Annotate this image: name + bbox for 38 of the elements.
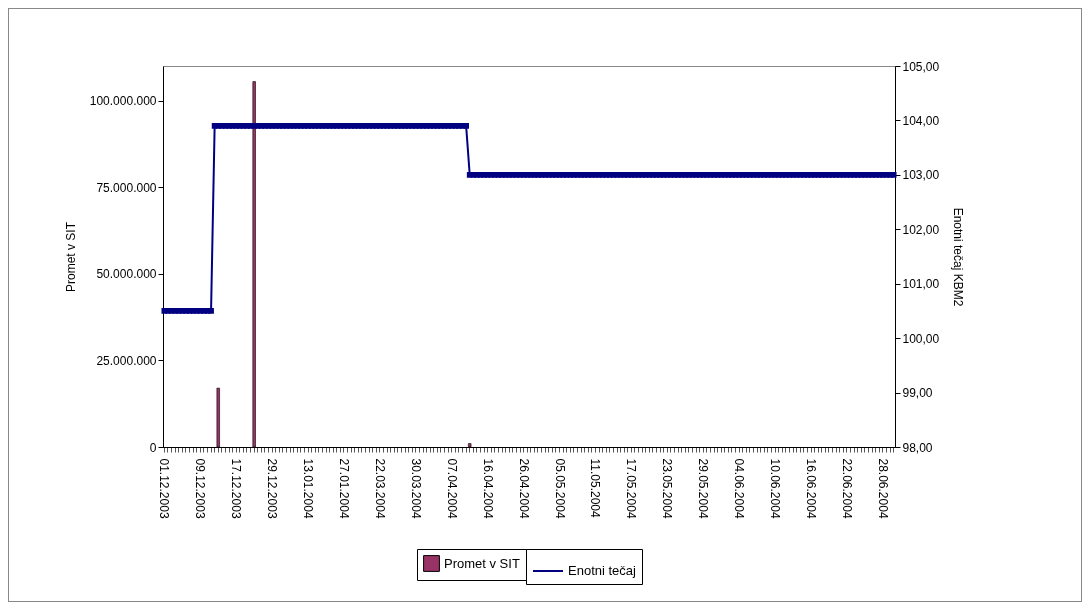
x-tick-label: 26.04.2004 xyxy=(516,458,531,519)
x-tick-label: 27.01.2004 xyxy=(336,458,351,519)
x-tick-label: 09.12.2003 xyxy=(193,458,208,519)
y-tick-label: 50.000.000 xyxy=(96,267,157,282)
x-tick-label: 10.06.2004 xyxy=(768,458,783,519)
x-tick-label: 29.05.2004 xyxy=(696,458,711,519)
y2-tick-label: 101,00 xyxy=(902,277,940,292)
x-tick-label: 16.06.2004 xyxy=(804,458,819,519)
legend-label: Enotni tečaj xyxy=(568,563,637,578)
x-tick-label: 16.04.2004 xyxy=(480,458,495,519)
x-tick-label: 13.01.2004 xyxy=(301,458,316,519)
x-tick-label: 29.12.2003 xyxy=(265,458,280,519)
x-tick-label: 01.12.2003 xyxy=(157,458,172,519)
x-tick-label: 17.05.2004 xyxy=(624,458,639,519)
y2-tick-label: 102,00 xyxy=(902,222,940,237)
x-tick-label: 17.12.2003 xyxy=(229,458,244,519)
y-tick-label: 0 xyxy=(149,440,157,455)
x-tick-label: 22.03.2004 xyxy=(372,458,387,519)
y2-tick-label: 103,00 xyxy=(902,168,940,183)
y2-tick-label: 100,00 xyxy=(902,331,940,346)
y-tick-label: 25.000.000 xyxy=(96,353,157,368)
x-tick-label: 04.06.2004 xyxy=(732,458,747,519)
y2-tick-label: 98,00 xyxy=(902,440,933,455)
x-tick-label: 11.05.2004 xyxy=(588,458,603,518)
x-tick-label: 23.05.2004 xyxy=(660,458,675,519)
x-tick-label: 07.04.2004 xyxy=(444,458,459,519)
y-tick-label: 100.000.000 xyxy=(89,94,157,109)
legend-label: Promet v SIT xyxy=(444,555,520,571)
y2-tick-label: 99,00 xyxy=(902,386,933,401)
y2-tick-label: 105,00 xyxy=(902,59,940,74)
y-axis-title: Promet v SIT xyxy=(63,221,78,293)
x-tick-label: 28.06.2004 xyxy=(875,458,890,519)
y-tick-label: 75.000.000 xyxy=(96,180,157,195)
x-tick-label: 22.06.2004 xyxy=(839,458,854,519)
y2-axis-title: Enotni tečaj KBM2 xyxy=(951,207,966,307)
x-tick-label: 05.05.2004 xyxy=(552,458,567,519)
x-tick-label: 30.03.2004 xyxy=(408,458,423,519)
y2-tick-label: 104,00 xyxy=(902,113,940,128)
